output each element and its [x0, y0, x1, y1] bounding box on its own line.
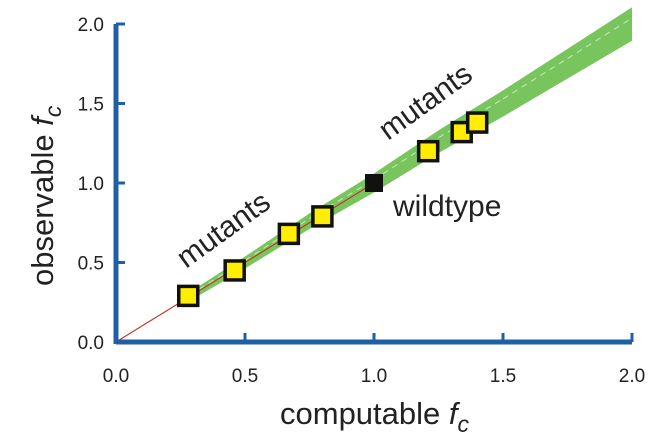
x-axis-title-text: computable: [280, 396, 449, 431]
y-tick-label: 0.0: [78, 333, 104, 354]
wildtype-point: [365, 174, 383, 192]
band-streak: [502, 58, 568, 100]
mutant-point: [176, 284, 200, 308]
annotation-wildtype: wildtype: [392, 190, 501, 223]
y-axis-title-subscript: c: [40, 105, 66, 117]
y-tick-label: 2.0: [78, 15, 104, 36]
mutant-point: [223, 259, 246, 282]
x-tick-label: 0.0: [103, 366, 129, 387]
y-axis-title-text: observable: [25, 126, 60, 286]
band-area: [180, 7, 632, 307]
band-streak: [373, 137, 439, 181]
y-tick-label: 0.5: [78, 254, 104, 275]
mutant-point: [465, 111, 489, 134]
y-axis-title: observable fc: [25, 105, 66, 286]
x-tick-label: 0.5: [232, 366, 258, 387]
x-tick-label: 2.0: [619, 366, 645, 387]
mutant-point: [416, 139, 440, 163]
ticks: 0.0 0.5 1.0 1.5 2.0 0.0 0.5 1.0 1.5 2.0: [78, 15, 646, 387]
y-tick-label: 1.0: [78, 174, 104, 195]
x-axis-title-subscript: c: [458, 411, 470, 434]
x-tick-label: 1.0: [361, 366, 387, 387]
y-tick-label: 1.5: [78, 95, 104, 116]
x-axis-title: computable fc: [280, 396, 470, 434]
mutant-point: [277, 222, 301, 246]
data-points: [176, 111, 489, 308]
mutant-point: [311, 205, 334, 228]
data-band: [180, 7, 633, 307]
x-tick-label: 1.5: [490, 366, 516, 387]
band-streak: [244, 218, 310, 261]
band-streak: [567, 17, 633, 59]
